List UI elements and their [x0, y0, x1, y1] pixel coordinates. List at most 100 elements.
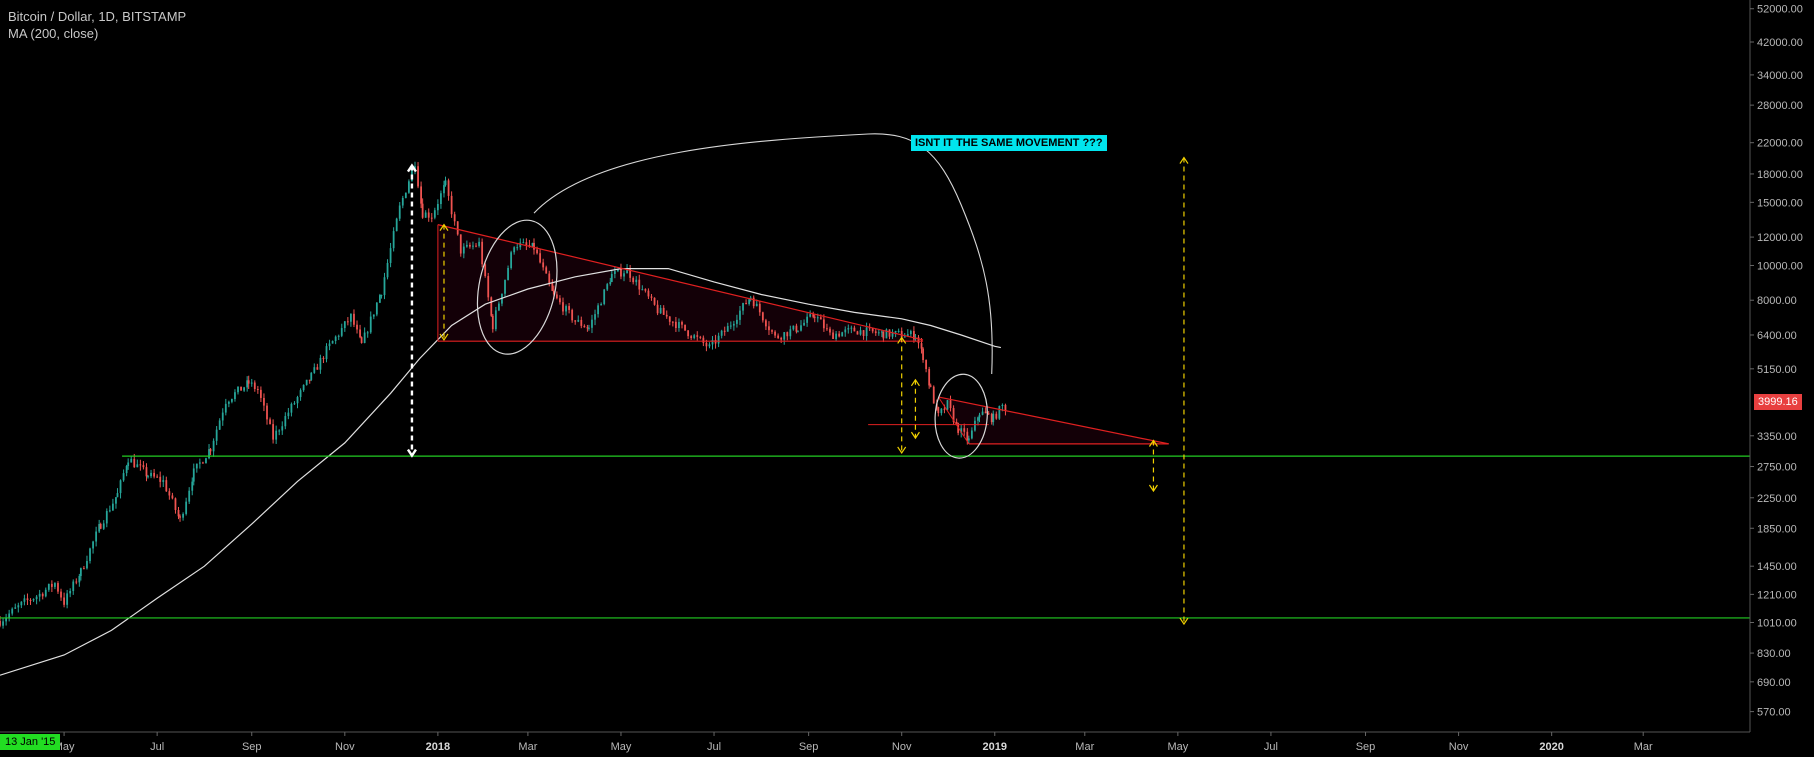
- candle-body: [198, 462, 201, 464]
- candle-body: [115, 497, 117, 504]
- candle-body: [868, 327, 871, 329]
- bigger-drop-arrow-tail: [406, 163, 417, 173]
- candle-body: [380, 295, 383, 297]
- candle-body: [136, 464, 139, 468]
- time-tick-label: 2019: [983, 741, 1007, 753]
- annotation-callout[interactable]: ISNT IT THE SAME MOVEMENT ???: [911, 135, 1107, 151]
- candle-body: [278, 430, 281, 432]
- candle-body: [0, 620, 1, 626]
- candle-body: [638, 279, 641, 290]
- price-tick-label: 12000.00: [1757, 232, 1803, 244]
- candle-body: [888, 329, 891, 337]
- candle-body: [66, 593, 69, 605]
- candle-body: [943, 408, 946, 410]
- candle-body: [139, 464, 142, 466]
- candle-body: [359, 329, 361, 338]
- candle-body: [1001, 404, 1004, 407]
- candle-body: [275, 430, 278, 440]
- candle-body: [440, 193, 442, 205]
- candle-body: [644, 289, 647, 291]
- candle-body: [108, 510, 111, 512]
- candle-body: [212, 440, 215, 452]
- candle-body: [816, 317, 819, 319]
- candle-body: [38, 593, 41, 597]
- candle-body: [871, 327, 874, 332]
- candle-body: [800, 325, 802, 331]
- candle-body: [231, 399, 233, 402]
- candle-body: [237, 386, 239, 393]
- indicator-title[interactable]: MA (200, close): [8, 26, 99, 41]
- candle-body: [897, 330, 900, 332]
- candle-body: [99, 523, 102, 529]
- candle-body: [256, 388, 259, 390]
- candle-body: [424, 212, 427, 218]
- candle-body: [259, 389, 262, 398]
- candle-body: [626, 268, 628, 274]
- candle-body: [1004, 404, 1007, 411]
- candle-body: [946, 400, 949, 410]
- candle-body: [63, 597, 65, 605]
- candle-body: [653, 297, 656, 305]
- candle-body: [894, 331, 897, 333]
- price-tick-label: 15000.00: [1757, 197, 1803, 209]
- time-tick-label: Jul: [1264, 741, 1278, 753]
- candle-body: [188, 490, 191, 502]
- time-tick-label: May: [1167, 741, 1188, 753]
- candle-body: [145, 467, 148, 477]
- candle-body: [462, 246, 465, 254]
- candle-body: [250, 382, 253, 384]
- candle-body: [542, 262, 545, 268]
- candle-body: [54, 583, 56, 587]
- time-axis[interactable]: May Jul Sep Nov 2018 Mar May Jul Sep Nov 2019 Mar Ma…: [0, 731, 1750, 753]
- candle-body: [481, 241, 484, 265]
- candle-body: [990, 414, 993, 423]
- candle-body: [337, 335, 340, 337]
- candle-body: [696, 335, 699, 337]
- candle-body: [159, 476, 162, 482]
- first-drop-arrow-tail: [439, 223, 449, 231]
- candle-body: [803, 322, 805, 326]
- candle-body: [960, 428, 963, 433]
- candle-body: [484, 264, 487, 277]
- time-tick-label: Mar: [1634, 741, 1653, 753]
- candle-body: [147, 476, 149, 478]
- candle-body: [287, 412, 290, 417]
- price-axis[interactable]: 52000.00 42000.00 34000.00 28000.00 22000.00…: [1749, 0, 1803, 732]
- candle-body: [253, 382, 256, 389]
- candle-body: [224, 403, 227, 413]
- candle-body: [789, 329, 792, 337]
- candle-body: [331, 340, 334, 344]
- candle-body: [308, 379, 311, 381]
- candle-body: [932, 386, 935, 404]
- price-tick-label: 830.00: [1757, 648, 1791, 660]
- time-tick-label: 2020: [1539, 741, 1563, 753]
- candle-body: [970, 430, 973, 439]
- candle-body: [588, 327, 590, 329]
- candle-body: [319, 357, 322, 370]
- candle-body: [14, 607, 17, 609]
- candle-body: [531, 242, 534, 247]
- candle-body: [202, 462, 204, 464]
- candle-body: [60, 591, 62, 598]
- candle-body: [290, 403, 293, 413]
- symbol-title[interactable]: Bitcoin / Dollar, 1D, BITSTAMP: [8, 9, 187, 24]
- price-tick-label: 34000.00: [1757, 70, 1803, 82]
- candle-body: [771, 330, 773, 332]
- candle-body: [583, 325, 586, 328]
- candle-body: [430, 217, 433, 219]
- candle-body: [809, 314, 812, 317]
- candle-body: [494, 310, 497, 330]
- candle-body: [507, 267, 509, 280]
- price-tick-label: 8000.00: [1757, 295, 1797, 307]
- candle-body: [726, 326, 729, 332]
- candle-body: [533, 242, 535, 250]
- candle-body: [699, 336, 702, 338]
- candle-body: [47, 583, 50, 590]
- candle-body: [125, 466, 128, 474]
- candle-body: [913, 331, 915, 340]
- candle-body: [765, 320, 767, 327]
- time-tick-label: Jul: [150, 741, 164, 753]
- candle-body: [465, 244, 468, 247]
- candle-body: [177, 510, 180, 517]
